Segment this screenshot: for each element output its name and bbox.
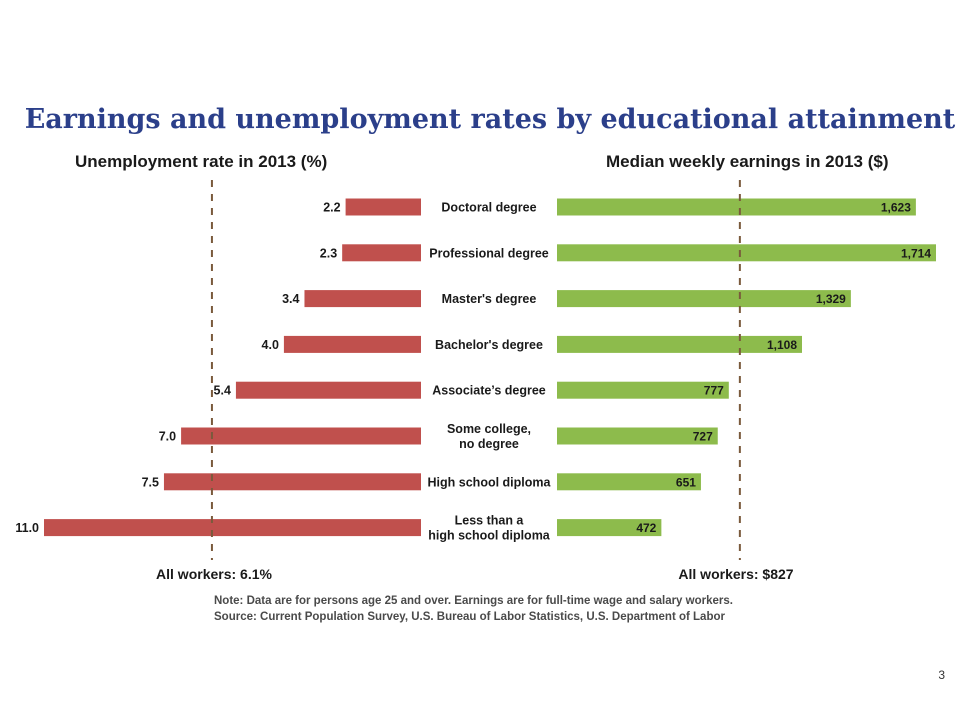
earnings-bars: 1,623 1,714 1,329 1,108 777 727 651 472	[557, 198, 936, 537]
unemployment-bar	[235, 381, 421, 399]
category-label: Bachelor's degree	[435, 338, 543, 352]
unemployment-bar	[345, 198, 421, 216]
earnings-value-label: 1,714	[901, 246, 931, 260]
unemployment-value-label: 5.4	[214, 384, 231, 398]
category-label: Doctoral degree	[441, 201, 536, 215]
category-label: Less than a high school diploma	[428, 514, 551, 543]
unemployment-bar	[304, 290, 421, 308]
earnings-panel-title: Median weekly earnings in 2013 ($)	[606, 152, 889, 171]
page-number: 3	[938, 668, 945, 682]
earnings-bar	[557, 427, 718, 445]
unemployment-value-label: 2.2	[323, 201, 340, 215]
unemployment-bar	[283, 335, 421, 353]
earnings-bar	[557, 335, 803, 353]
category-labels: Doctoral degree Professional degree Master…	[428, 201, 552, 543]
unemployment-bar	[181, 427, 421, 445]
earnings-value-label: 1,108	[767, 338, 797, 352]
earnings-bar	[557, 290, 851, 308]
unemployment-value-label: 7.0	[159, 430, 176, 444]
earnings-bar	[557, 473, 701, 491]
earnings-reference-label: All workers: $827	[678, 566, 793, 582]
earnings-bar	[557, 519, 662, 537]
unemployment-value-label: 7.5	[142, 475, 159, 489]
earnings-value-label: 777	[704, 384, 724, 398]
category-label: Associate’s degree	[432, 384, 546, 398]
reference-lines	[210, 180, 741, 560]
unemployment-value-label: 2.3	[320, 246, 337, 260]
unemployment-value-label: 11.0	[15, 521, 39, 535]
earnings-bar	[557, 244, 936, 262]
earnings-bar	[557, 198, 916, 216]
earnings-value-label: 727	[693, 430, 713, 444]
chart-title: Earnings and unemployment rates by educa…	[25, 104, 956, 135]
earnings-value-label: 1,329	[816, 292, 846, 306]
earnings-value-label: 472	[636, 521, 656, 535]
earnings-value-label: 651	[676, 475, 696, 489]
unemployment-panel-title: Unemployment rate in 2013 (%)	[75, 152, 327, 171]
unemployment-bar	[342, 244, 421, 262]
footnote-note: Note: Data are for persons age 25 and ov…	[214, 595, 733, 607]
earnings-value-label: 1,623	[881, 201, 911, 215]
unemployment-value-label: 3.4	[282, 292, 299, 306]
category-label: High school diploma	[428, 475, 552, 489]
earnings-bar	[557, 381, 729, 399]
category-label: Professional degree	[429, 246, 549, 260]
unemployment-reference-label: All workers: 6.1%	[156, 566, 272, 582]
unemployment-bars: 2.2 2.3 3.4 4.0 5.4 7.0 7.5 11.0	[15, 198, 422, 537]
footnote-source: Source: Current Population Survey, U.S. …	[214, 611, 725, 623]
unemployment-bar	[44, 519, 421, 537]
unemployment-bar	[163, 473, 422, 491]
category-label: Master's degree	[442, 292, 537, 306]
category-label: Some college, no degree	[447, 422, 531, 451]
unemployment-value-label: 4.0	[262, 338, 279, 352]
